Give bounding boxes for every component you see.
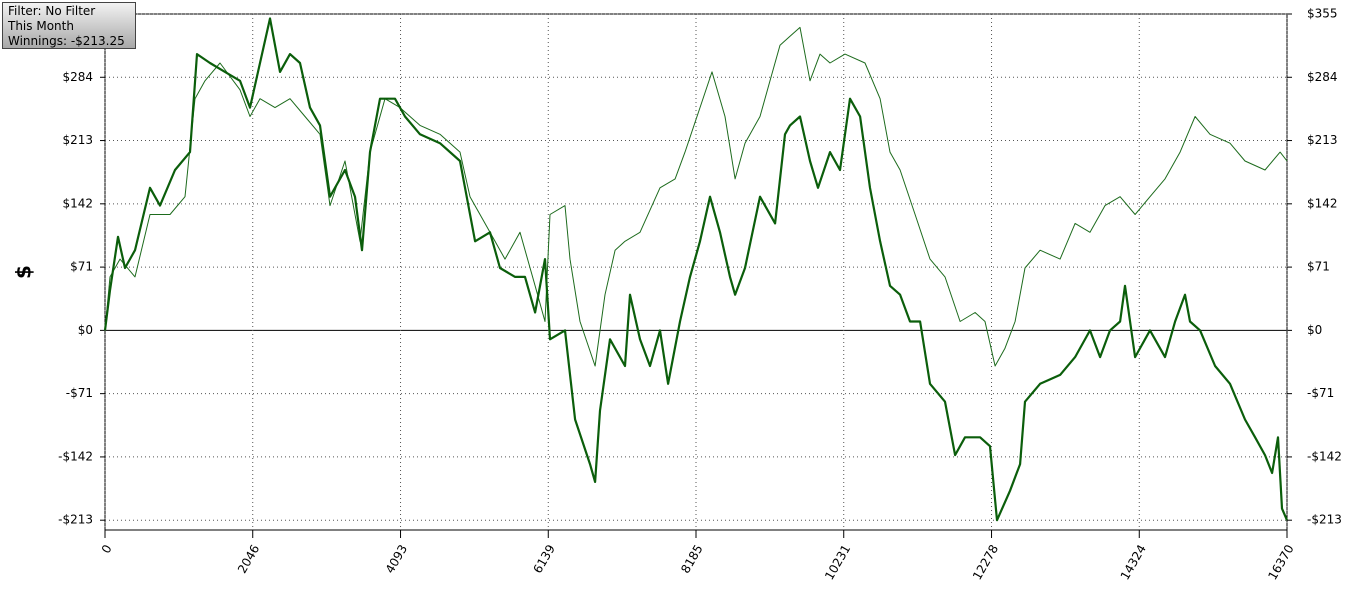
- y2-tick-label: -$71: [1307, 386, 1334, 400]
- y2-tick-label: -$213: [1307, 513, 1342, 527]
- x-tick-label: 6139: [530, 542, 557, 575]
- info-box: Filter: No Filter This Month Winnings: -…: [2, 2, 136, 49]
- annotation: This Month: [8, 19, 74, 33]
- x-tick-label: 12278: [970, 542, 1001, 582]
- annotation: Filter: No Filter: [8, 4, 96, 18]
- y2-tick-label: $213: [1307, 133, 1338, 147]
- y2-tick-label: $284: [1307, 70, 1338, 84]
- y2-tick-label: $71: [1307, 260, 1330, 274]
- series-line: [104, 26, 1288, 367]
- y2-tick-label: $142: [1307, 196, 1338, 210]
- y-tick-label: -$71: [66, 386, 93, 400]
- y2-tick-label: -$142: [1307, 449, 1342, 463]
- y-tick-label: $213: [62, 133, 93, 147]
- x-tick-label: 14324: [1118, 542, 1149, 582]
- y-tick-label: -$142: [58, 449, 93, 463]
- y-axis-label: $: [12, 265, 36, 279]
- y-tick-label: $0: [78, 323, 93, 337]
- x-tick-label: 0: [99, 542, 115, 556]
- y2-tick-label: $0: [1307, 323, 1322, 337]
- y-tick-label: $142: [62, 196, 93, 210]
- x-tick-label: 2046: [235, 542, 262, 575]
- y-tick-label: $284: [62, 70, 93, 84]
- x-tick-label: 4093: [383, 542, 410, 575]
- y-tick-label: $71: [70, 260, 93, 274]
- plot-frame: [104, 13, 1288, 531]
- y-tick-label: -$213: [58, 513, 93, 527]
- x-tick-label: 16370: [1265, 542, 1296, 582]
- x-tick-label: 8185: [678, 542, 705, 575]
- series-line: [103, 17, 1289, 522]
- y2-tick-label: $355: [1307, 7, 1338, 21]
- x-tick-label: 10231: [822, 542, 853, 582]
- annotation: Winnings: -$213.25: [8, 34, 125, 48]
